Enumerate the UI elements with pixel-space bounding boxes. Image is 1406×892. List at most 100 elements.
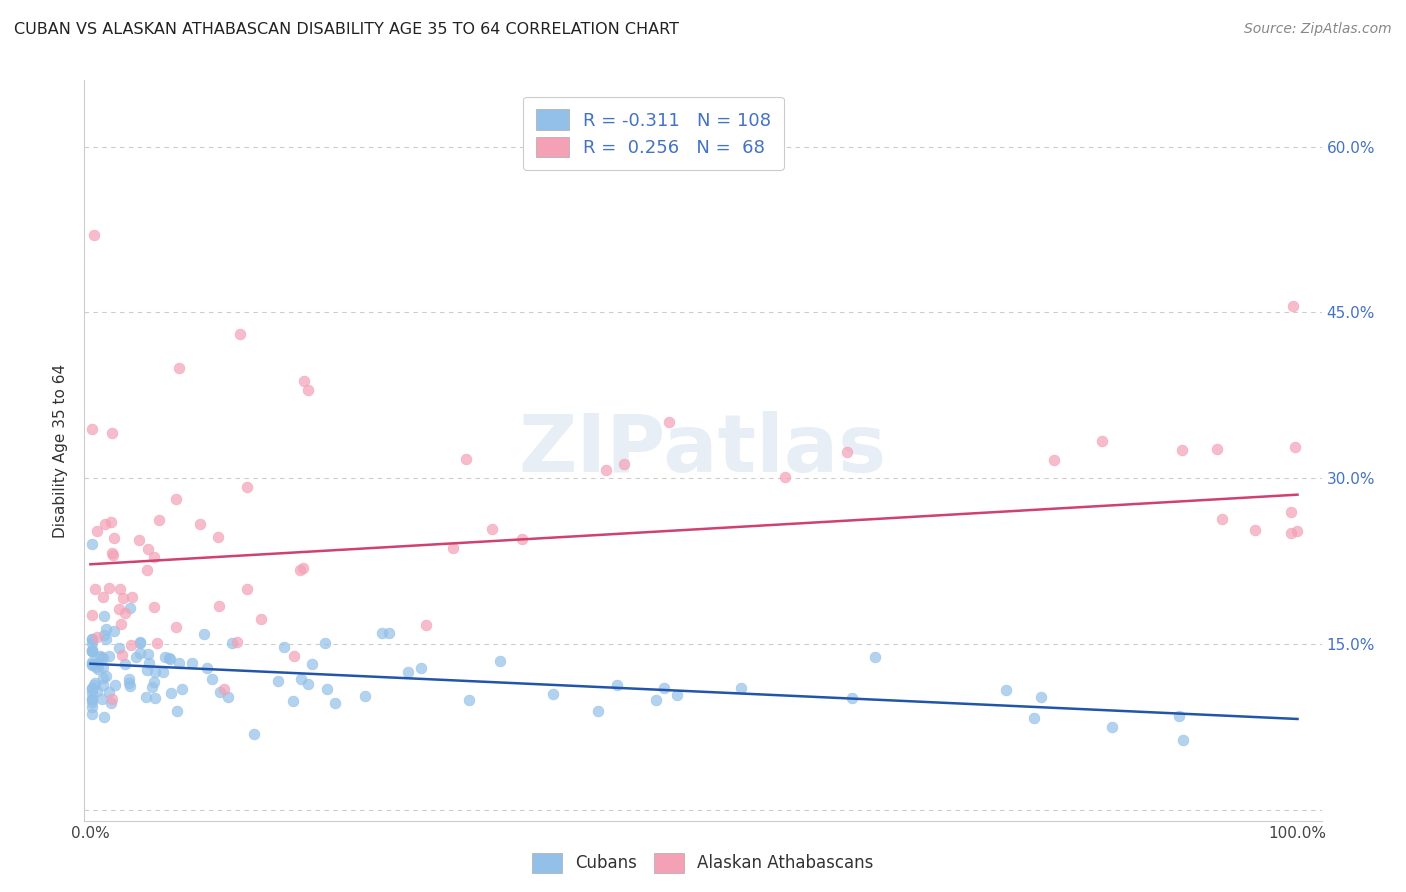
Point xyxy=(586,704,609,718)
Point xyxy=(83,227,105,242)
Point xyxy=(108,602,131,616)
Point xyxy=(143,665,166,679)
Point xyxy=(283,648,305,663)
Point xyxy=(128,646,150,660)
Point xyxy=(94,669,117,683)
Point xyxy=(82,682,104,697)
Point xyxy=(80,643,103,657)
Point xyxy=(229,327,252,342)
Point xyxy=(249,612,271,626)
Point xyxy=(217,690,239,704)
Legend: Cubans, Alaskan Athabascans: Cubans, Alaskan Athabascans xyxy=(526,847,880,880)
Point xyxy=(613,457,636,471)
Point xyxy=(82,681,104,696)
Point xyxy=(84,582,107,596)
Point xyxy=(91,650,114,665)
Point xyxy=(409,660,432,674)
Point xyxy=(86,524,108,538)
Point xyxy=(129,635,152,649)
Point xyxy=(1286,524,1309,539)
Point xyxy=(143,691,166,706)
Point xyxy=(93,709,115,723)
Point xyxy=(292,374,315,388)
Point xyxy=(1091,434,1114,448)
Point xyxy=(83,678,105,692)
Point xyxy=(481,522,503,536)
Point xyxy=(1031,690,1053,704)
Point xyxy=(1284,440,1306,454)
Point xyxy=(266,673,288,688)
Point xyxy=(1168,709,1191,723)
Point xyxy=(159,652,181,666)
Point xyxy=(80,686,103,700)
Point xyxy=(606,678,628,692)
Point xyxy=(1171,733,1194,747)
Point xyxy=(125,649,148,664)
Point xyxy=(863,649,886,664)
Point xyxy=(1279,505,1302,519)
Point xyxy=(82,655,104,669)
Point xyxy=(91,692,114,706)
Point xyxy=(236,480,259,494)
Point xyxy=(167,360,190,375)
Point xyxy=(98,685,121,699)
Point xyxy=(91,660,114,674)
Point xyxy=(454,452,477,467)
Point xyxy=(103,624,125,638)
Point xyxy=(157,651,180,665)
Point xyxy=(188,516,211,531)
Point xyxy=(87,662,110,676)
Point xyxy=(207,530,229,544)
Point xyxy=(101,692,124,706)
Point xyxy=(80,657,103,671)
Point xyxy=(146,636,169,650)
Point xyxy=(281,694,304,708)
Point xyxy=(103,677,125,691)
Point xyxy=(837,445,859,459)
Point xyxy=(209,684,232,698)
Point xyxy=(354,689,377,703)
Point xyxy=(1205,442,1227,456)
Point xyxy=(100,696,122,710)
Point xyxy=(378,626,401,640)
Point xyxy=(1101,720,1123,734)
Point xyxy=(90,650,112,665)
Point xyxy=(167,657,190,671)
Point xyxy=(1211,512,1233,526)
Point xyxy=(152,665,174,679)
Y-axis label: Disability Age 35 to 64: Disability Age 35 to 64 xyxy=(53,363,69,538)
Point xyxy=(273,640,295,655)
Point xyxy=(841,691,863,706)
Point xyxy=(86,684,108,698)
Point xyxy=(80,700,103,714)
Text: ZIPatlas: ZIPatlas xyxy=(519,411,887,490)
Point xyxy=(141,680,163,694)
Point xyxy=(165,492,187,507)
Point xyxy=(652,681,675,695)
Point xyxy=(323,696,346,710)
Point xyxy=(118,601,141,615)
Point xyxy=(165,619,187,633)
Point xyxy=(292,560,315,574)
Point xyxy=(93,628,115,642)
Point xyxy=(415,618,437,632)
Point xyxy=(645,693,668,707)
Point xyxy=(100,546,122,560)
Point xyxy=(181,656,204,670)
Point xyxy=(595,463,617,477)
Point xyxy=(89,648,111,663)
Point xyxy=(87,657,110,671)
Point xyxy=(86,630,108,644)
Point xyxy=(143,599,166,614)
Point xyxy=(101,426,124,441)
Point xyxy=(201,672,224,686)
Point xyxy=(371,626,394,640)
Point xyxy=(1243,523,1265,537)
Point xyxy=(441,541,464,555)
Point xyxy=(80,644,103,658)
Point xyxy=(135,664,157,678)
Point xyxy=(243,727,266,741)
Point xyxy=(488,654,510,668)
Point xyxy=(110,617,132,632)
Point xyxy=(80,707,103,722)
